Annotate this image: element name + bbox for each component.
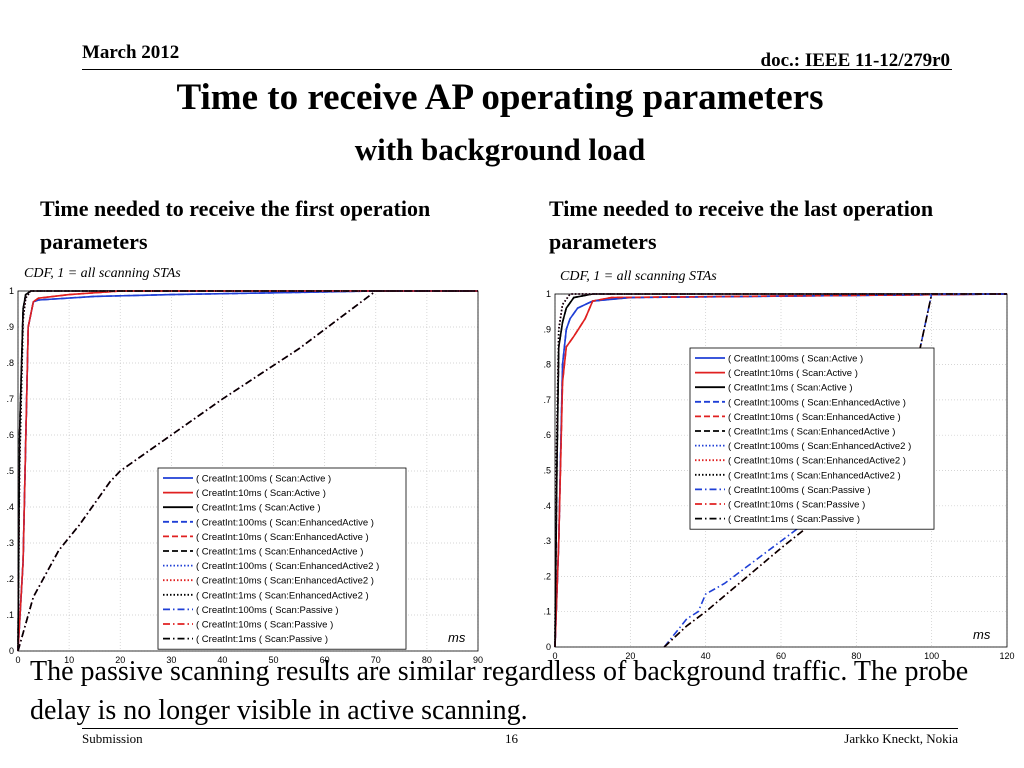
legend-label-8: ( CreatInt:10ms ( Scan:EnhancedActive2 ) [196, 576, 374, 587]
legend-label-6: ( CreatInt:1ms ( Scan:EnhancedActive ) [196, 547, 363, 558]
unit-label: ms [973, 627, 991, 642]
x-tick-label: 80 [851, 651, 861, 661]
series-line-9 [17, 290, 478, 652]
series-line-6 [17, 290, 478, 652]
y-tick-label: .8 [6, 358, 14, 368]
footer-author: Jarkko Kneckt, Nokia [844, 731, 958, 746]
legend-label-1: ( CreatInt:100ms ( Scan:Active ) [728, 354, 863, 365]
caption-left: Time needed to receive the first operati… [40, 196, 431, 254]
slide-title: Time to receive AP operating parameters [176, 77, 824, 118]
y-tick-label: .9 [543, 324, 551, 334]
cdf-note-right: CDF, 1 = all scanning STAs [560, 269, 717, 284]
x-tick-label: 60 [776, 651, 786, 661]
x-tick-label: 50 [269, 655, 279, 665]
footer-submission: Submission [82, 731, 143, 746]
y-tick-label: .9 [6, 322, 14, 332]
legend-label-7: ( CreatInt:100ms ( Scan:EnhancedActive2 … [728, 441, 911, 452]
y-tick-label: .4 [6, 502, 14, 512]
y-tick-label: .3 [6, 538, 14, 548]
legend-label-4: ( CreatInt:100ms ( Scan:EnhancedActive ) [196, 517, 374, 528]
header-doc-id: doc.: IEEE 11-12/279r0 [760, 50, 950, 71]
legend-box [157, 467, 407, 650]
x-tick-label: 70 [371, 655, 381, 665]
legend-label-5: ( CreatInt:10ms ( Scan:EnhancedActive ) [196, 532, 369, 543]
y-tick-label: .3 [543, 536, 551, 546]
legend-label-11: ( CreatInt:10ms ( Scan:Passive ) [728, 500, 865, 511]
legend-label-12: ( CreatInt:1ms ( Scan:Passive ) [728, 514, 860, 525]
y-tick-label: 1 [9, 286, 14, 296]
legend-label-8: ( CreatInt:10ms ( Scan:EnhancedActive2 ) [728, 456, 906, 467]
legend-label-10: ( CreatInt:100ms ( Scan:Passive ) [196, 605, 339, 616]
y-tick-label: .5 [543, 466, 551, 476]
y-tick-label: .4 [543, 501, 551, 511]
legend-label-6: ( CreatInt:1ms ( Scan:EnhancedActive ) [728, 427, 895, 438]
legend-label-4: ( CreatInt:100ms ( Scan:EnhancedActive ) [728, 397, 906, 408]
legend-label-12: ( CreatInt:1ms ( Scan:Passive ) [196, 634, 328, 645]
footer-rule [82, 728, 958, 729]
cdf-note-left: CDF, 1 = all scanning STAs [24, 266, 181, 281]
x-tick-label: 60 [320, 655, 330, 665]
legend-label-9: ( CreatInt:1ms ( Scan:EnhancedActive2 ) [196, 590, 369, 601]
x-tick-label: 40 [217, 655, 227, 665]
y-tick-label: .5 [6, 466, 14, 476]
legend-label-3: ( CreatInt:1ms ( Scan:Active ) [728, 383, 853, 394]
x-tick-label: 30 [166, 655, 176, 665]
series-line-5 [554, 293, 1008, 648]
y-tick-label: .6 [6, 430, 14, 440]
x-tick-label: 20 [115, 655, 125, 665]
header-rule [82, 69, 952, 70]
legend-label-5: ( CreatInt:10ms ( Scan:EnhancedActive ) [728, 412, 901, 423]
y-tick-label: 0 [9, 646, 14, 656]
y-tick-label: .8 [543, 360, 551, 370]
legend-label-3: ( CreatInt:1ms ( Scan:Active ) [196, 503, 321, 514]
unit-label: ms [448, 630, 466, 645]
x-tick-label: 20 [625, 651, 635, 661]
y-tick-label: .7 [6, 394, 14, 404]
x-tick-label: 80 [422, 655, 432, 665]
legend-label-7: ( CreatInt:100ms ( Scan:EnhancedActive2 … [196, 561, 379, 572]
legend-label-2: ( CreatInt:10ms ( Scan:Active ) [728, 368, 858, 379]
chart-left: 0 10 20 30 40 50 60 70 80 90 0 .1 .2 .3 .4 .5 .6 .7 .8 .9 1 (… [6, 286, 483, 665]
chart-right: 0 20 40 60 80 100 120 0 .1 .2 .3 .4 .5 .6 .7 .8 .9 1 ( Cre… [543, 289, 1014, 661]
x-tick-label: 100 [924, 651, 939, 661]
header-date: March 2012 [82, 42, 180, 63]
series-line-5 [17, 290, 478, 652]
series-line-12 [17, 290, 478, 652]
legend-label-10: ( CreatInt:100ms ( Scan:Passive ) [728, 485, 871, 496]
x-tick-label: 0 [15, 655, 20, 665]
y-tick-label: .1 [6, 610, 14, 620]
y-tick-label: 0 [546, 642, 551, 652]
x-tick-label: 40 [701, 651, 711, 661]
y-tick-label: .6 [543, 430, 551, 440]
caption-right: Time needed to receive the last operatio… [549, 196, 934, 254]
x-tick-label: 120 [999, 651, 1014, 661]
footer-page-number: 16 [505, 731, 518, 746]
x-tick-label: 0 [552, 651, 557, 661]
legend-label-2: ( CreatInt:10ms ( Scan:Active ) [196, 488, 326, 499]
legend-label-1: ( CreatInt:100ms ( Scan:Active ) [196, 474, 331, 485]
legend-label-9: ( CreatInt:1ms ( Scan:EnhancedActive2 ) [728, 470, 901, 481]
y-tick-label: .7 [543, 395, 551, 405]
slide-subtitle: with background load [354, 132, 646, 167]
x-tick-label: 10 [64, 655, 74, 665]
body-text: The passive scanning results are similar… [30, 656, 969, 726]
y-tick-label: .2 [543, 571, 551, 581]
y-tick-label: .2 [6, 574, 14, 584]
y-tick-label: 1 [546, 289, 551, 299]
x-tick-label: 90 [473, 655, 483, 665]
legend-box [689, 347, 935, 530]
series-line-9 [554, 293, 1007, 648]
y-tick-label: .1 [543, 607, 551, 617]
legend-label-11: ( CreatInt:10ms ( Scan:Passive ) [196, 620, 333, 631]
